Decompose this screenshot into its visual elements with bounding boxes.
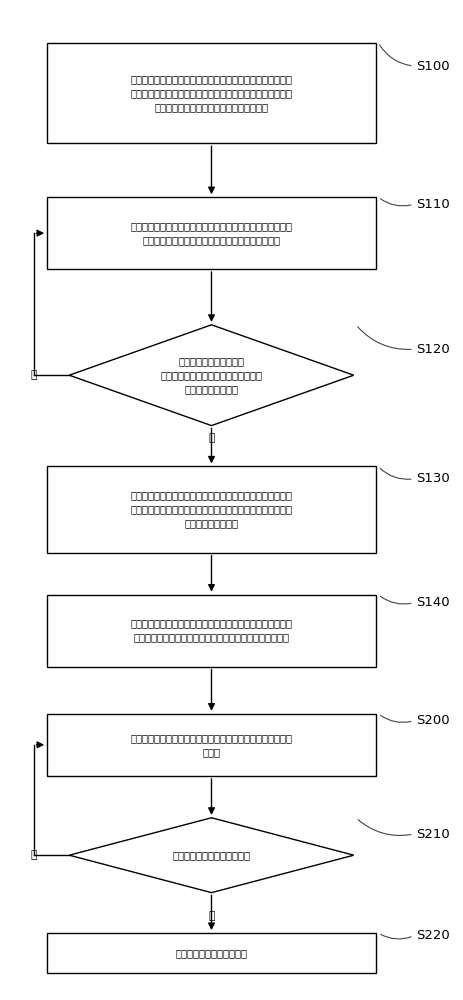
Text: 燃料电池电堆的输出电流
达到预设电流阈值，且空压机转速达到
预设空压机转速阈值: 燃料电池电堆的输出电流 达到预设电流阈值，且空压机转速达到 预设空压机转速阈值	[161, 356, 263, 394]
Text: 否: 否	[31, 850, 37, 860]
Text: 在空气供给参数和氢气供给参数均达到预设电流加载条件的情
况下，按预设电流斜率增大燃料电池电堆的输出电流: 在空气供给参数和氢气供给参数均达到预设电流加载条件的情 况下，按预设电流斜率增大…	[131, 221, 293, 245]
Text: 是: 是	[208, 911, 215, 921]
Text: S120: S120	[416, 343, 450, 356]
Text: S130: S130	[416, 472, 450, 485]
FancyBboxPatch shape	[47, 43, 376, 143]
FancyBboxPatch shape	[47, 714, 376, 776]
FancyBboxPatch shape	[47, 466, 376, 553]
Text: 停止增大空气压缩机的转速，并控制空气压缩机以当前转速运
行，以及，停止增大燃料电池电堆的输出电流，并控制燃料电
池电堆输出当前电流: 停止增大空气压缩机的转速，并控制空气压缩机以当前转速运 行，以及，停止增大燃料电…	[131, 491, 293, 529]
Text: S140: S140	[416, 596, 450, 609]
Polygon shape	[69, 325, 354, 426]
Text: S220: S220	[416, 929, 450, 942]
Text: S200: S200	[416, 714, 450, 727]
Text: 响应启动指令，按预设方式增大空气压缩机的空压机转速和氢
气循环泵的循环泵转速，以调节与空压机转速对应的空气供给
参数以及与循环泵转速对应的氢气供给参数: 响应启动指令，按预设方式增大空气压缩机的空压机转速和氢 气循环泵的循环泵转速，以…	[131, 74, 293, 112]
Text: 冷却液温度满足预设退出条件: 冷却液温度满足预设退出条件	[173, 850, 250, 860]
Text: 是: 是	[208, 433, 215, 443]
FancyBboxPatch shape	[47, 595, 376, 667]
Text: 基于燃料电池电堆的输出电流累计燃料电池电堆的发热量，直
至燃料电池电堆的发热量达到预设发热量阈值，完成冷启动: 基于燃料电池电堆的输出电流累计燃料电池电堆的发热量，直 至燃料电池电堆的发热量达…	[131, 619, 293, 643]
Text: 否: 否	[31, 370, 37, 380]
Text: 按预设低温运行控制策略控制燃料电池系统运行，并监测冷却
液温度: 按预设低温运行控制策略控制燃料电池系统运行，并监测冷却 液温度	[131, 733, 293, 757]
FancyBboxPatch shape	[47, 197, 376, 269]
Text: S210: S210	[416, 828, 450, 841]
Text: 退出预设低温运行控制策略: 退出预设低温运行控制策略	[175, 948, 248, 958]
FancyBboxPatch shape	[47, 933, 376, 973]
Text: S110: S110	[416, 198, 450, 211]
Text: S100: S100	[416, 60, 450, 73]
Polygon shape	[69, 818, 354, 893]
